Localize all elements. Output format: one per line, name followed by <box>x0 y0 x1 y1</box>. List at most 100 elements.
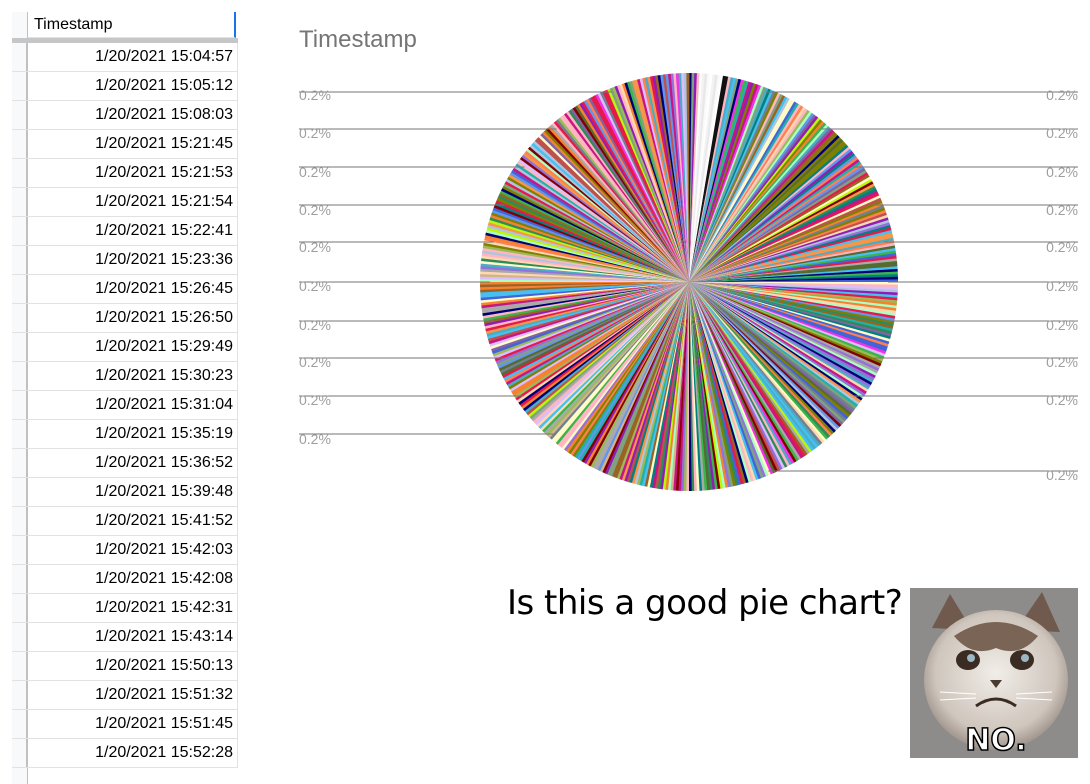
table-row[interactable]: 1/20/2021 15:30:23 <box>12 362 238 391</box>
pie-slice[interactable] <box>689 279 899 283</box>
pie-slice[interactable] <box>689 222 891 282</box>
pie-slice[interactable] <box>644 77 689 282</box>
row-header[interactable] <box>12 536 27 564</box>
pie-slice[interactable] <box>518 158 689 282</box>
pie-slice[interactable] <box>522 282 689 412</box>
pie-slice[interactable] <box>689 274 898 282</box>
pie-slice[interactable] <box>689 282 847 422</box>
table-row[interactable]: 1/20/2021 15:51:32 <box>12 681 238 710</box>
table-row[interactable]: 1/20/2021 15:42:08 <box>12 565 238 594</box>
pie-slice[interactable] <box>689 282 808 456</box>
pie-slice[interactable] <box>595 93 689 282</box>
pie-slice[interactable] <box>689 282 790 467</box>
pie-slice[interactable] <box>634 79 689 283</box>
pie-slice[interactable] <box>689 98 793 282</box>
pie-slice[interactable] <box>590 96 689 282</box>
pie-slice[interactable] <box>689 144 849 282</box>
pie-slice[interactable] <box>670 73 689 282</box>
pie-slice[interactable] <box>602 90 689 282</box>
pie-slice[interactable] <box>629 80 689 282</box>
row-header[interactable] <box>12 623 27 651</box>
pie-slice[interactable] <box>689 282 840 430</box>
pie-slice[interactable] <box>604 89 689 282</box>
pie-slice[interactable] <box>689 282 736 487</box>
pie-slice[interactable] <box>689 282 865 399</box>
pie-slice[interactable] <box>689 104 802 282</box>
pie-slice[interactable] <box>689 282 788 468</box>
timestamp-cell[interactable]: 1/20/2021 15:42:03 <box>28 536 238 564</box>
pie-slice[interactable] <box>493 282 689 359</box>
pie-slice[interactable] <box>689 154 857 282</box>
pie-slice[interactable] <box>689 209 887 282</box>
pie-slice[interactable] <box>689 282 723 489</box>
table-row[interactable]: 1/20/2021 15:22:41 <box>12 217 238 246</box>
pie-slice[interactable] <box>502 185 689 282</box>
pie-slice[interactable] <box>536 282 689 427</box>
pie-slice[interactable] <box>689 282 842 428</box>
pie-slice[interactable] <box>594 282 689 470</box>
pie-slice[interactable] <box>689 258 897 282</box>
pie-slice[interactable] <box>689 170 868 282</box>
pie-slice[interactable] <box>689 282 836 433</box>
pie-slice[interactable] <box>479 281 689 285</box>
table-row[interactable]: 1/20/2021 15:23:36 <box>12 246 238 275</box>
table-row[interactable]: 1/20/2021 15:42:03 <box>12 536 238 565</box>
timestamp-cell[interactable]: 1/20/2021 15:21:53 <box>28 159 238 187</box>
pie-slice[interactable] <box>486 282 689 337</box>
pie-slice[interactable] <box>689 176 872 282</box>
row-header[interactable] <box>12 362 27 390</box>
pie-slice[interactable] <box>689 282 801 461</box>
pie-slice[interactable] <box>689 271 898 283</box>
row-header[interactable] <box>12 739 27 767</box>
pie-slice[interactable] <box>689 92 781 282</box>
pie-slice[interactable] <box>689 219 890 282</box>
row-header[interactable] <box>12 420 27 448</box>
pie-slice[interactable] <box>534 282 689 426</box>
pie-slice[interactable] <box>689 282 833 437</box>
pie-slice[interactable] <box>689 282 880 372</box>
pie-slice[interactable] <box>689 126 831 282</box>
pie-slice[interactable] <box>524 150 689 282</box>
timestamp-cell[interactable]: 1/20/2021 15:31:04 <box>28 391 238 419</box>
pie-slice[interactable] <box>492 282 689 357</box>
pie-slice[interactable] <box>689 140 846 282</box>
pie-slice[interactable] <box>689 240 895 282</box>
pie-slice[interactable] <box>495 282 690 364</box>
row-header[interactable] <box>12 333 27 361</box>
pie-slice[interactable] <box>688 282 692 492</box>
pie-slice[interactable] <box>481 282 689 309</box>
table-row[interactable]: 1/20/2021 15:05:12 <box>12 72 238 101</box>
pie-slice[interactable] <box>689 282 708 491</box>
pie-slice[interactable] <box>572 282 689 458</box>
table-row[interactable]: 1/20/2021 15:26:45 <box>12 275 238 304</box>
row-header[interactable] <box>12 130 27 158</box>
pie-slice[interactable] <box>588 97 689 283</box>
pie-slice[interactable] <box>597 92 689 283</box>
table-row[interactable]: 1/20/2021 15:21:45 <box>12 130 238 159</box>
pie-slice[interactable] <box>689 188 878 282</box>
table-row[interactable]: 1/20/2021 15:21:54 <box>12 188 238 217</box>
pie-slice[interactable] <box>689 282 829 440</box>
pie-slice[interactable] <box>655 75 689 282</box>
pie-slice[interactable] <box>689 205 885 282</box>
pie-slice[interactable] <box>689 282 734 487</box>
pie-slice[interactable] <box>689 282 859 408</box>
pie-slice[interactable] <box>689 282 749 484</box>
pie-slice[interactable] <box>480 282 689 296</box>
pie-slice[interactable] <box>689 282 797 463</box>
pie-slice[interactable] <box>483 282 689 324</box>
pie-slice[interactable] <box>506 282 689 388</box>
pie-slice[interactable] <box>526 282 689 416</box>
pie-slice[interactable] <box>689 282 852 416</box>
pie-slice[interactable] <box>689 138 844 282</box>
pie-slice[interactable] <box>484 282 689 327</box>
row-header[interactable] <box>12 478 27 506</box>
pie-slice[interactable] <box>578 282 689 462</box>
pie-slice[interactable] <box>689 152 856 282</box>
pie-slice[interactable] <box>505 282 689 385</box>
pie-slice[interactable] <box>637 78 689 282</box>
pie-slice[interactable] <box>542 131 689 282</box>
pie-slice[interactable] <box>507 176 689 282</box>
pie-slice[interactable] <box>516 160 689 282</box>
pie-slice[interactable] <box>689 282 700 491</box>
